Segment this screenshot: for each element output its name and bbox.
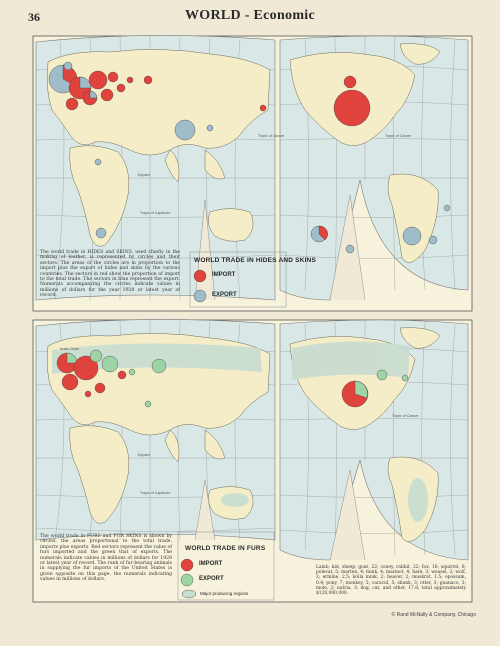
furs-export-swatch xyxy=(180,573,194,587)
furs-map: Arctic Circle Equator Tropic of Capricor… xyxy=(32,319,473,603)
equator-label-bottom: Equator xyxy=(138,453,151,457)
tropic-cancer-label-bottom: Tropic of Cancer xyxy=(392,414,419,418)
hides-export-swatch xyxy=(193,289,207,303)
hides-export-label: EXPORT xyxy=(212,292,237,298)
hides-import-label: IMPORT xyxy=(212,272,236,278)
arctic-circle-label: Arctic Circle xyxy=(60,347,79,351)
furs-legend-swatches xyxy=(180,558,197,599)
tropic-capricorn-label-bottom: Tropic of Capricorn xyxy=(140,491,170,495)
fur-imports-note: Lamb, kid, sheep, goat, 22; coney, rabbi… xyxy=(316,565,466,597)
tropic-cancer-label-top-2: Tropic of Cancer xyxy=(385,134,412,138)
furs-import-label: IMPORT xyxy=(199,561,223,567)
hides-import-swatch xyxy=(193,269,207,283)
copyright: © Rand McNally & Company, Chicago xyxy=(391,612,476,618)
equator-label-top: Equator xyxy=(138,173,151,177)
furs-description: The world trade in FURS and FUR SKINS is… xyxy=(40,534,172,583)
tropic-cancer-label-top: Tropic of Cancer xyxy=(258,134,285,138)
furs-import-swatch xyxy=(180,558,194,572)
furs-export-label: EXPORT xyxy=(199,576,224,582)
furs-region-swatch xyxy=(181,589,197,599)
furs-legend-title: WORLD TRADE IN FURS xyxy=(185,545,266,552)
hides-description: The world trade in HIDES and SKINS, used… xyxy=(40,250,180,299)
hides-legend-swatches xyxy=(193,269,207,303)
page-title: WORLD - Economic xyxy=(184,8,315,23)
tropic-capricorn-label-top: Tropic of Capricorn xyxy=(140,211,170,215)
page-number: 36 xyxy=(28,10,40,24)
hides-map: Tropic of Cancer Tropic of Cancer Equato… xyxy=(32,35,473,312)
hides-legend-title: WORLD TRADE IN HIDES AND SKINS xyxy=(194,257,317,264)
furs-regions-label: Major producing regions xyxy=(200,591,249,596)
